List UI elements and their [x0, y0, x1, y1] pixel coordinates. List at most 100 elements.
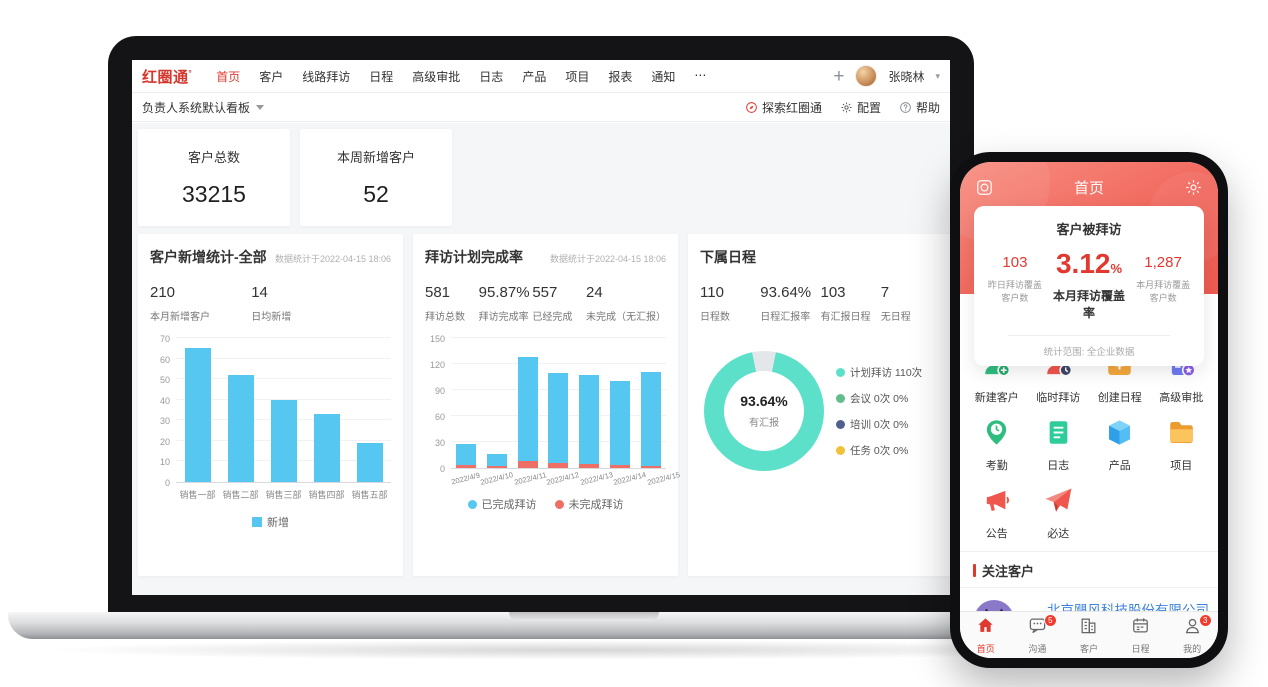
tab-label: 沟通 — [1028, 643, 1047, 654]
nav-item-报表[interactable]: 报表 — [608, 69, 633, 84]
explore-label: 探索红圈通 — [761, 100, 822, 115]
stacked-bar — [609, 381, 630, 468]
stat-value: 103 — [1002, 254, 1028, 271]
settings-gear-icon[interactable] — [1184, 178, 1203, 197]
tab-日程[interactable]: 日程 — [1115, 612, 1167, 658]
app-logo[interactable]: 红圈通° — [142, 68, 193, 86]
gridline — [176, 398, 391, 400]
plot-area — [176, 337, 391, 483]
stat-label: 有汇报日程 — [820, 312, 871, 323]
laptop-shadow — [40, 640, 1120, 660]
nav-item-⋯[interactable]: ⋯ — [694, 67, 707, 82]
card-timestamp: 数据统计于2022-04-15 18:06 — [274, 254, 391, 264]
legend-swatch — [252, 517, 262, 527]
stat-label: 日程数 — [700, 312, 730, 323]
stat-card-value: 52 — [363, 181, 389, 207]
user-name[interactable]: 张晓林 — [888, 69, 925, 84]
stat-label: 拜访总数 — [425, 312, 465, 323]
nav-item-日志[interactable]: 日志 — [479, 69, 504, 84]
add-button[interactable]: + — [833, 65, 845, 87]
phone-tabbar: 首页 沟通 5 客户 日程 我的 3 — [960, 611, 1218, 658]
dashboard-body: 客户总数 33215 本周新增客户 52 客户新增统计-全部 数据统计于2022-04… — [132, 123, 950, 595]
nav-item-产品[interactable]: 产品 — [522, 69, 547, 84]
card-title: 客户新增统计-全部 — [150, 249, 267, 265]
attendance-icon — [982, 418, 1011, 452]
stat-value: 93.64% — [760, 284, 812, 301]
legend-item: 计划拜访 110次 — [836, 365, 922, 380]
nav-item-日程[interactable]: 日程 — [369, 69, 394, 84]
stacked-bar — [579, 375, 600, 468]
stat-value: 110 — [700, 284, 724, 301]
grid-item-产品[interactable]: 产品 — [1089, 418, 1151, 473]
app-logo-icon[interactable] — [975, 178, 994, 197]
card-stats: 210 本月新增客户 14 日均新增 — [150, 284, 391, 323]
config-button[interactable]: 配置 — [840, 99, 881, 116]
tab-沟通[interactable]: 沟通 5 — [1012, 612, 1064, 658]
stat-value: 95.87% — [478, 284, 530, 301]
stacked-bar — [640, 371, 661, 468]
grid-item-label: 项目 — [1170, 460, 1193, 472]
donut-center: 93.64% 有汇报 — [704, 351, 824, 471]
card-stats: 110 日程数 93.64% 日程汇报率 103 有汇报日程 7 无日程 — [700, 284, 941, 323]
dashboard-selector-label: 负责人系统默认看板 — [142, 100, 251, 115]
stat-label: 拜访完成率 — [478, 312, 529, 323]
stat: 93.64% 日程汇报率 — [760, 284, 820, 323]
user-avatar[interactable] — [855, 65, 878, 87]
gridline — [451, 363, 666, 364]
nav-item-通知[interactable]: 通知 — [651, 69, 676, 84]
bar — [184, 348, 211, 482]
bar — [313, 414, 340, 482]
stat-value: 210 — [150, 284, 176, 301]
calendar-icon — [1131, 616, 1150, 640]
card-sub-schedule: 下属日程 110 日程数 93.64% 日程汇报率 103 有汇报日程 7 无日程 93.64… — [688, 234, 950, 576]
stat-label: 无日程 — [880, 312, 911, 323]
laptop-mockup: 红圈通° 首页 客户 线路拜访 日程 高级审批 日志 产品 项目 报表 通知 ⋯ + 张晓林 ▾ 负… — [108, 36, 974, 613]
grid-item-项目[interactable]: 项目 — [1151, 418, 1213, 473]
help-button[interactable]: 帮助 — [899, 99, 940, 116]
grid-item-label: 创建日程 — [1097, 392, 1142, 404]
tab-首页[interactable]: 首页 — [960, 612, 1012, 658]
grid-item-考勤[interactable]: 考勤 — [966, 418, 1028, 473]
notification-badge: 3 — [1198, 614, 1212, 627]
logo-mark: ° — [188, 68, 193, 78]
chart-legend: 新增 — [150, 514, 391, 530]
tab-label: 日程 — [1131, 643, 1150, 654]
project-icon — [1167, 418, 1196, 452]
stat: 581 拜访总数 — [425, 284, 479, 323]
bar — [356, 442, 383, 482]
grid-item-必达[interactable]: 必达 — [1028, 486, 1090, 541]
stat-label: 本月新增客户 — [150, 312, 210, 323]
card-stats: 581 拜访总数 95.87% 拜访完成率 557 已经完成 24 未完成（无汇报） — [425, 284, 666, 323]
legend-item: 未完成拜访 — [554, 496, 624, 512]
nav-item-项目[interactable]: 项目 — [565, 69, 590, 84]
grid-item-公告[interactable]: 公告 — [966, 486, 1028, 541]
stat-card: 客户总数 33215 — [138, 129, 290, 226]
tab-label: 我的 — [1183, 643, 1202, 654]
y-axis: 70 60 50 40 30 20 10 0 — [159, 334, 170, 488]
help-label: 帮助 — [915, 100, 940, 115]
stat-label: 本月拜访覆盖率 — [1052, 289, 1125, 320]
chevron-down-icon[interactable]: ▾ — [935, 70, 940, 81]
stat-value: 557 — [532, 284, 558, 301]
nav-item-线路拜访[interactable]: 线路拜访 — [302, 69, 351, 84]
grid-item-label: 考勤 — [985, 460, 1008, 472]
nav-item-高级审批[interactable]: 高级审批 — [412, 69, 461, 84]
tab-我的[interactable]: 我的 3 — [1166, 612, 1218, 658]
stat-value: 1,287 — [1144, 254, 1182, 271]
home-icon — [976, 616, 995, 640]
caret-down-icon — [256, 104, 265, 110]
nav-item-客户[interactable]: 客户 — [259, 69, 284, 84]
bar-chart-new-customers: 70 60 50 40 30 20 10 0 销售一部 销售二部 销售三部 销售四部 销售五部 新增 — [150, 334, 391, 530]
explore-button[interactable]: 探索红圈通 — [745, 99, 822, 116]
grid-item-label: 新建客户 — [974, 392, 1019, 404]
nav-item-首页[interactable]: 首页 — [216, 69, 241, 84]
grid-item-日志[interactable]: 日志 — [1028, 418, 1090, 473]
donut-legend: 计划拜访 110次 会议 0次 0% 培训 0次 0% 任务 0次 0% — [836, 365, 922, 458]
stat-value: 14 — [251, 284, 268, 301]
customer-icon — [1079, 616, 1098, 640]
tab-客户[interactable]: 客户 — [1063, 612, 1115, 658]
legend-item: 会议 0次 0% — [836, 391, 922, 406]
donut-ring: 93.64% 有汇报 — [704, 351, 824, 471]
dashboard-selector[interactable]: 负责人系统默认看板 — [142, 99, 265, 116]
